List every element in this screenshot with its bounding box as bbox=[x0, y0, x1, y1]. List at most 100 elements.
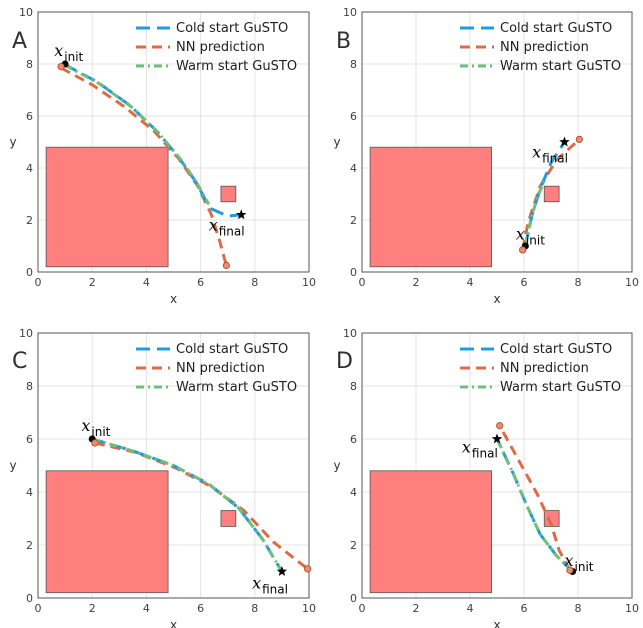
y-tick-label: 6 bbox=[350, 110, 357, 123]
x-tick-label: 2 bbox=[89, 602, 96, 615]
nn-start-point bbox=[57, 62, 65, 71]
annotation-subscript: init bbox=[575, 560, 594, 574]
obstacle-small bbox=[220, 510, 237, 527]
y-tick-label: 6 bbox=[26, 110, 33, 123]
legend-label: NN prediction bbox=[500, 40, 589, 55]
y-axis-label: y bbox=[333, 459, 340, 473]
y-axis-label: y bbox=[9, 135, 16, 149]
legend-label: Cold start GuSTO bbox=[500, 342, 612, 357]
x-tick-label: 4 bbox=[467, 602, 474, 615]
legend-label: Cold start GuSTO bbox=[500, 21, 612, 36]
y-tick-label: 8 bbox=[350, 58, 357, 71]
legend-label: Warm start GuSTO bbox=[176, 59, 297, 74]
x-tick-label: 4 bbox=[467, 276, 474, 289]
x-tick-label: 6 bbox=[197, 602, 204, 615]
x-tick-label: 8 bbox=[251, 276, 258, 289]
y-tick-label: 10 bbox=[343, 6, 357, 19]
goal-star bbox=[491, 433, 503, 444]
obstacle-small bbox=[543, 510, 560, 527]
x-tick-label: 10 bbox=[302, 602, 316, 615]
nn-start-point bbox=[566, 566, 574, 574]
x-axis-label: x bbox=[493, 618, 500, 628]
panel-a: 0 2 4 6 8 10 0 2 4 6 8 10 x y A xinit xfinal Cold start G… bbox=[9, 6, 316, 306]
y-tick-label: 0 bbox=[350, 592, 357, 605]
y-tick-label: 10 bbox=[343, 327, 357, 340]
y-axis-label: y bbox=[333, 135, 340, 149]
series-line-warm-start-gusto bbox=[523, 177, 547, 247]
annotation-subscript: init bbox=[91, 425, 110, 439]
obstacle-large bbox=[369, 146, 493, 268]
series-line-nn-prediction bbox=[498, 425, 572, 571]
y-tick-label: 6 bbox=[26, 433, 33, 446]
y-tick-label: 2 bbox=[26, 539, 33, 552]
y-tick-label: 4 bbox=[350, 486, 357, 499]
legend-label: Warm start GuSTO bbox=[176, 380, 297, 395]
x-tick-label: 8 bbox=[251, 602, 258, 615]
legend-label: NN prediction bbox=[500, 361, 589, 376]
series-line-warm-start-gusto bbox=[64, 63, 211, 206]
y-tick-label: 2 bbox=[26, 214, 33, 227]
x-tick-label: 4 bbox=[143, 276, 150, 289]
x-axis-label: x bbox=[170, 618, 177, 628]
x-tick-label: 0 bbox=[35, 276, 42, 289]
x-tick-label: 2 bbox=[413, 602, 420, 615]
annotation-x-init: xinit bbox=[81, 416, 110, 439]
obstacle-large bbox=[45, 146, 169, 268]
nn-end-point bbox=[575, 135, 583, 143]
y-axis-label: y bbox=[9, 459, 16, 473]
nn-start-point bbox=[519, 246, 527, 254]
obstacle-large bbox=[369, 470, 493, 594]
axes-frame bbox=[361, 332, 633, 599]
series-line-cold-start-gusto bbox=[495, 438, 574, 573]
x-tick-label: 2 bbox=[413, 276, 420, 289]
axes-frame bbox=[361, 11, 633, 273]
y-tick-label: 10 bbox=[19, 6, 33, 19]
annotation-subscript: init bbox=[64, 50, 83, 64]
x-tick-label: 0 bbox=[359, 276, 366, 289]
annotation-subscript: init bbox=[526, 234, 545, 248]
series-line-warm-start-gusto bbox=[91, 437, 284, 573]
legend-label: NN prediction bbox=[176, 40, 265, 55]
x-tick-label: 8 bbox=[575, 602, 582, 615]
x-tick-label: 10 bbox=[302, 276, 316, 289]
legend-label: Cold start GuSTO bbox=[176, 342, 288, 357]
panel-label: C bbox=[12, 349, 27, 374]
annotation-subscript: final bbox=[219, 224, 245, 238]
x-tick-label: 6 bbox=[521, 602, 528, 615]
annotation-subscript: final bbox=[262, 583, 288, 597]
obstacle-large bbox=[45, 470, 169, 594]
annotation-subscript: final bbox=[542, 152, 568, 166]
y-tick-label: 2 bbox=[350, 214, 357, 227]
x-tick-label: 10 bbox=[625, 602, 639, 615]
annotation-x-final: xfinal bbox=[209, 215, 245, 238]
series-line-nn-prediction bbox=[521, 138, 581, 251]
y-tick-label: 8 bbox=[26, 58, 33, 71]
obstacle-small bbox=[220, 185, 237, 203]
goal-star bbox=[276, 566, 288, 576]
x-tick-label: 6 bbox=[521, 276, 528, 289]
annotation-x-init: xinit bbox=[54, 41, 83, 64]
y-tick-label: 0 bbox=[350, 266, 357, 279]
nn-end-point bbox=[304, 565, 312, 573]
x-tick-label: 0 bbox=[359, 602, 366, 615]
goal-star bbox=[236, 209, 247, 220]
y-tick-label: 2 bbox=[350, 539, 357, 552]
y-tick-label: 8 bbox=[350, 380, 357, 393]
nn-start-point bbox=[91, 439, 99, 447]
legend-label: NN prediction bbox=[176, 361, 265, 376]
y-tick-label: 4 bbox=[350, 162, 357, 175]
x-axis-label: x bbox=[170, 292, 177, 306]
legend-label: Warm start GuSTO bbox=[500, 380, 621, 395]
panel-label: B bbox=[336, 29, 351, 54]
panel-label: D bbox=[336, 349, 353, 374]
x-tick-label: 0 bbox=[35, 602, 42, 615]
y-tick-label: 10 bbox=[19, 327, 33, 340]
legend-label: Cold start GuSTO bbox=[176, 21, 288, 36]
y-tick-label: 4 bbox=[26, 486, 33, 499]
panel-label: A bbox=[12, 29, 27, 54]
axes-frame bbox=[37, 11, 310, 273]
